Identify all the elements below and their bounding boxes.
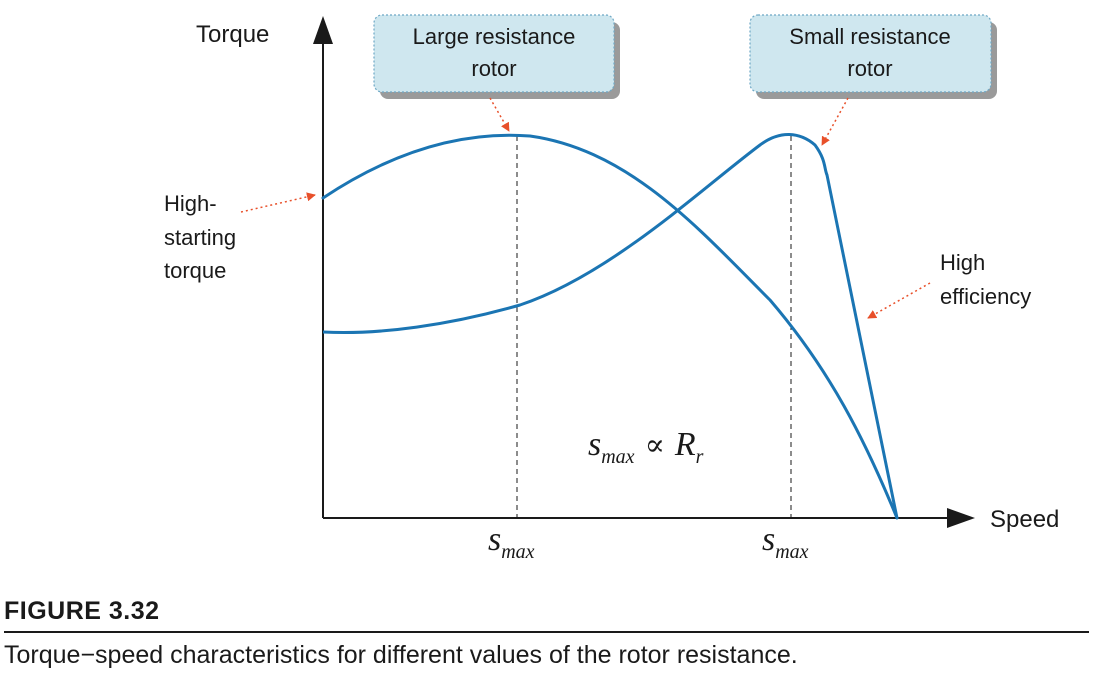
annotation-high-efficiency-line1: High [940,250,985,275]
figure-caption: FIGURE 3.32 Torque−speed characteristics… [4,593,1089,671]
annotation-high-starting-torque-line2: starting [164,225,236,250]
caption-divider [4,631,1089,633]
figure-caption-text: Torque−speed characteristics for differe… [4,639,1089,671]
callout-large-resistance-line2: rotor [471,56,516,81]
torque-speed-chart: Torque Speed smax smax smax ∝ Rr Large res… [0,0,1093,600]
annotation-high-starting-torque-line1: High- [164,191,217,216]
callout-small-resistance-line2: rotor [847,56,892,81]
annotation-high-efficiency-line2: efficiency [940,284,1031,309]
annotation-high-starting-torque-line3: torque [164,258,226,283]
x-tick-s-max-2: smax [762,521,809,563]
formula-s-max-proportional-rr: smax ∝ Rr [588,426,704,468]
y-axis-label: Torque [196,21,269,48]
arrow-large-resistance [490,98,509,131]
figure-number: FIGURE 3.32 [4,593,1089,629]
arrow-high-efficiency [868,283,930,318]
y-axis-arrowhead [313,16,333,44]
x-tick-s-max-1: smax [488,521,535,563]
x-axis-arrowhead [947,508,975,528]
callout-large-resistance: Large resistance rotor [374,15,620,99]
callout-small-resistance-line1: Small resistance [789,24,950,49]
callout-large-resistance-line1: Large resistance [413,24,576,49]
x-axis-label: Speed [990,506,1059,533]
callout-small-resistance: Small resistance rotor [750,15,997,99]
arrow-small-resistance [822,98,848,145]
arrow-high-starting-torque [241,195,315,212]
